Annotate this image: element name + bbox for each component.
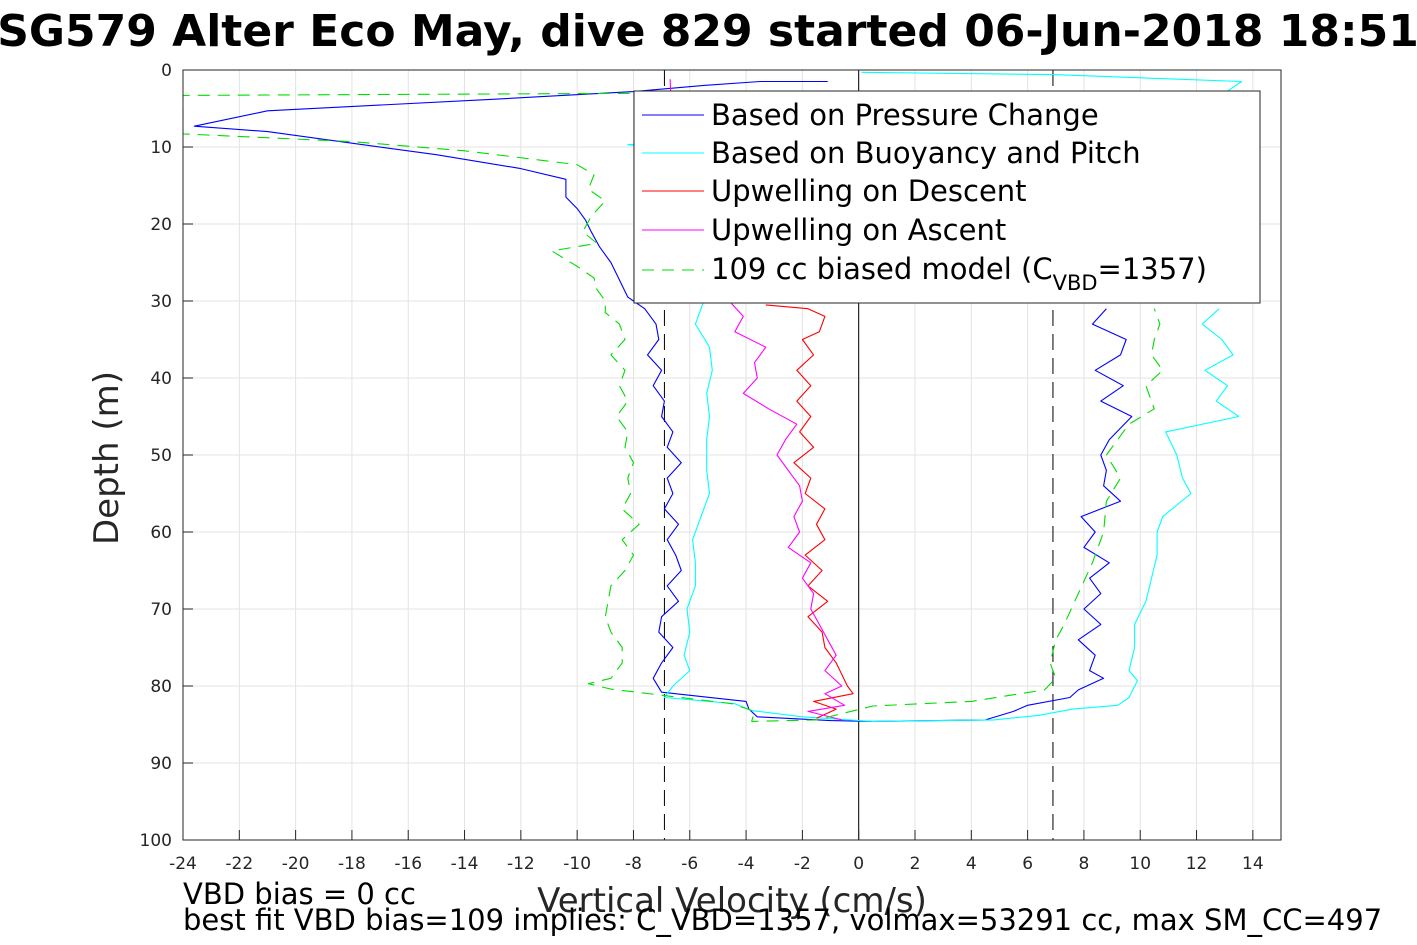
x-axis-label: Vertical Velocity (cm/s) [537, 881, 927, 921]
chart-title: SG579 Alter Eco May, dive 829 started 06… [0, 6, 1417, 57]
y-tick-label: 10 [150, 138, 172, 158]
x-tick-label: -4 [738, 854, 755, 874]
y-tick-label: 90 [150, 754, 172, 774]
x-tick-label: -24 [169, 854, 197, 874]
x-tick-label: -22 [225, 854, 253, 874]
legend-model-suffix: =1357) [1098, 252, 1207, 286]
legend-label-pressure: Based on Pressure Change [711, 98, 1099, 132]
x-tick-label: -2 [794, 854, 811, 874]
y-tick-label: 100 [140, 831, 172, 851]
series-line-model [183, 92, 1164, 722]
series-line-up-ascent [669, 79, 846, 721]
x-tick-label: -16 [394, 854, 422, 874]
x-tick-label: -14 [451, 854, 479, 874]
y-tick-label: 80 [150, 677, 172, 697]
x-tick-label: 14 [1242, 854, 1264, 874]
x-tick-label: -18 [338, 854, 366, 874]
y-axis-ticks: 0 10 20 30 40 50 60 70 80 90 100 [140, 61, 193, 851]
legend-label-buoyancy: Based on Buoyancy and Pitch [711, 136, 1141, 170]
y-tick-label: 50 [150, 446, 172, 466]
legend-label-up-descent: Upwelling on Descent [711, 174, 1027, 208]
x-tick-label: -20 [282, 854, 310, 874]
legend-box [633, 90, 1261, 304]
x-tick-label: 6 [1022, 854, 1033, 874]
legend: Based on Pressure Change Based on Buoyan… [633, 90, 1261, 304]
footer-note-vbd-bias: VBD bias = 0 cc [183, 877, 416, 911]
series-line-pressure [193, 80, 1133, 722]
y-tick-label: 30 [150, 292, 172, 312]
x-tick-label: -10 [563, 854, 591, 874]
x-tick-label: 10 [1129, 854, 1151, 874]
x-tick-label: 2 [910, 854, 921, 874]
x-tick-label: 0 [853, 854, 864, 874]
legend-model-subscript: VBD [1053, 271, 1098, 295]
legend-label-model: 109 cc biased model (CVBD=1357) [711, 252, 1207, 295]
x-tick-label: 12 [1186, 854, 1208, 874]
y-tick-label: 70 [150, 600, 172, 620]
y-tick-label: 20 [150, 215, 172, 235]
legend-model-prefix: 109 cc biased model (C [711, 252, 1053, 286]
footer-note-best-fit: best fit VBD bias=109 implies: C_VBD=135… [183, 903, 1382, 937]
series-group [183, 71, 1243, 722]
x-tick-label: -12 [507, 854, 535, 874]
x-tick-label: 4 [966, 854, 977, 874]
y-tick-label: 40 [150, 369, 172, 389]
x-tick-label: 8 [1079, 854, 1090, 874]
legend-label-up-ascent: Upwelling on Ascent [711, 213, 1006, 247]
y-axis-label: Depth (m) [87, 371, 127, 545]
series-line-up-descent [765, 304, 854, 719]
x-tick-label: -6 [681, 854, 698, 874]
y-tick-label: 60 [150, 523, 172, 543]
x-tick-label: -8 [625, 854, 642, 874]
y-tick-label: 0 [161, 61, 172, 81]
x-axis-ticks: -24 -22 -20 -18 -16 -14 -12 -10 -8 -6 -4 -2 0 2 4 6 8 10 1… [169, 830, 1264, 874]
